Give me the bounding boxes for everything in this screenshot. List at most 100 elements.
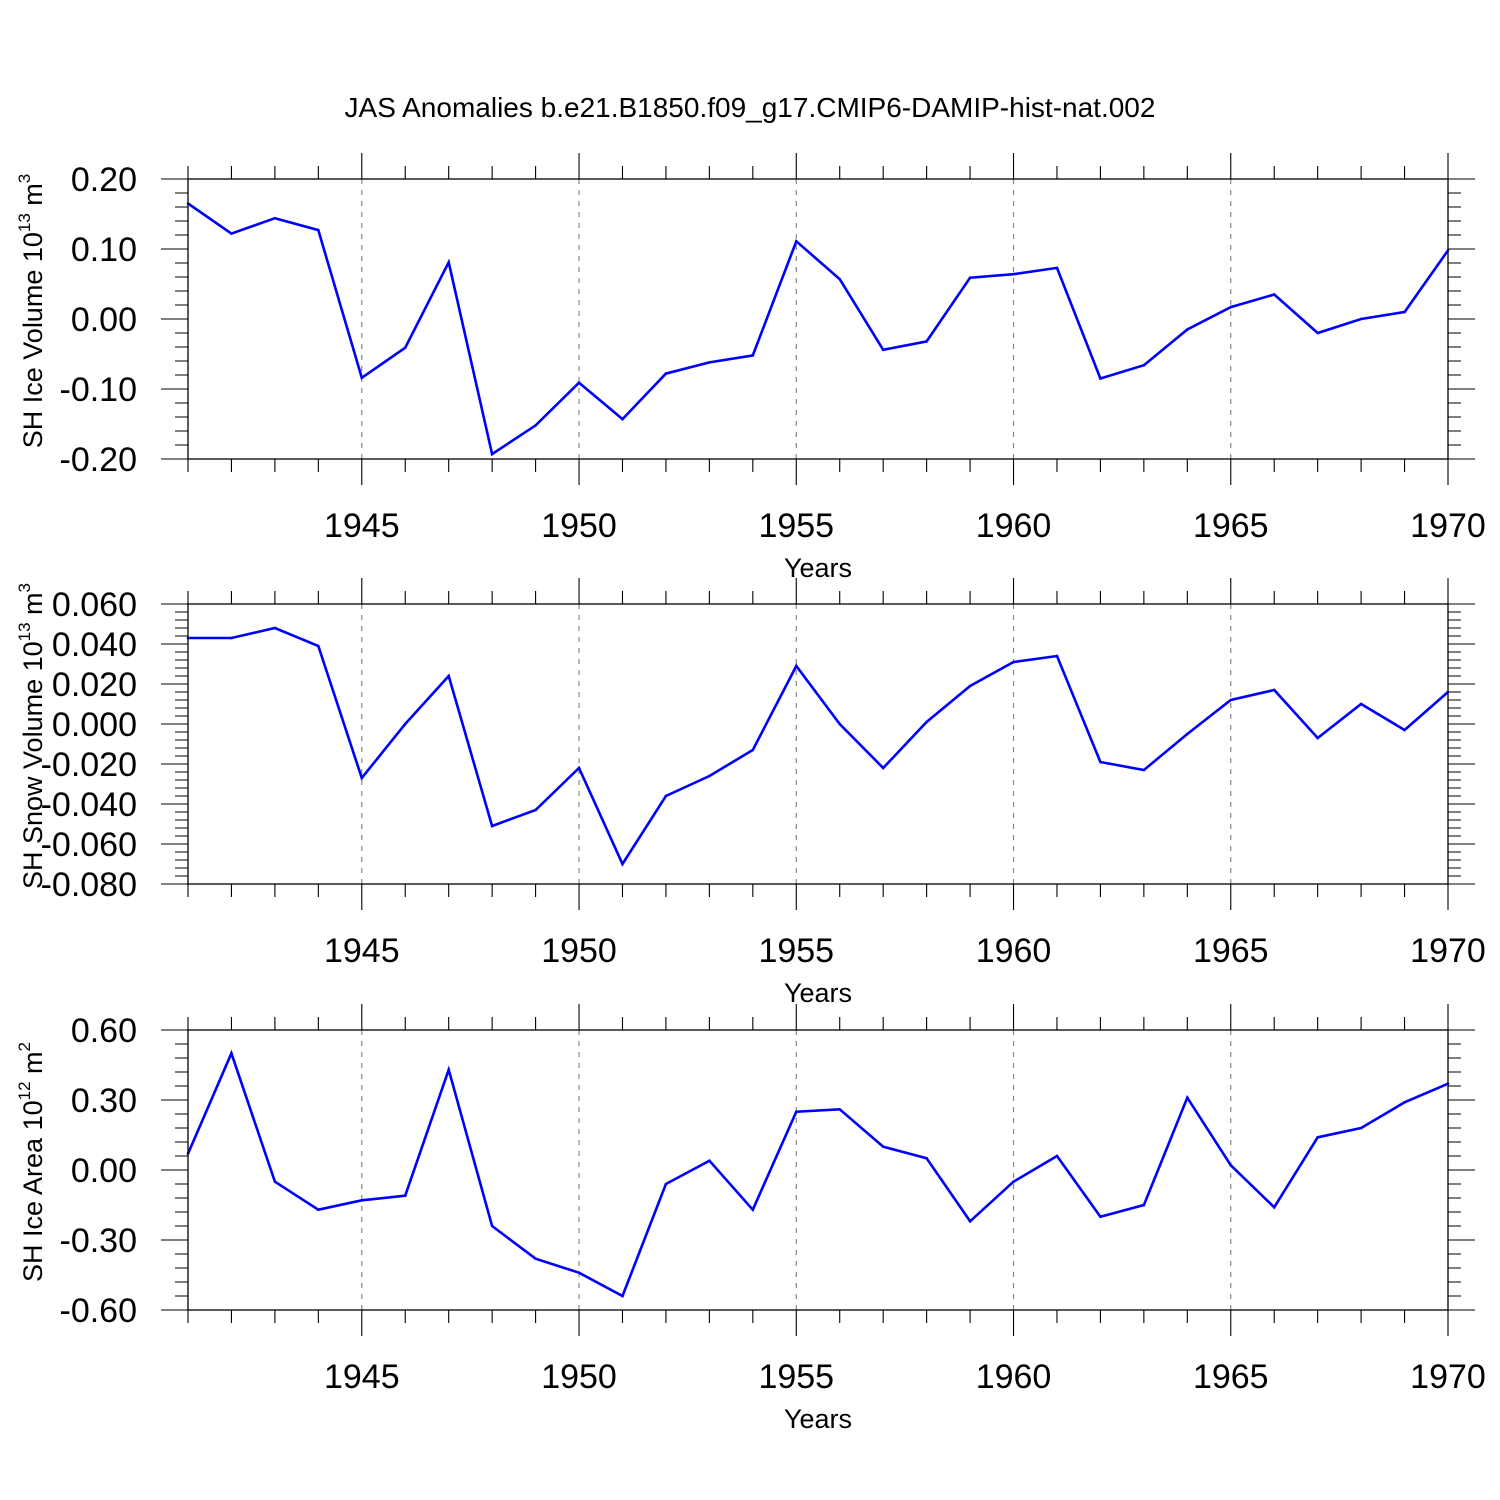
y-tick-label: 0.00 (71, 1152, 137, 1190)
data-point (273, 1180, 277, 1183)
data-point (925, 340, 928, 343)
data-point (1272, 688, 1276, 692)
x-axis-label: Years (784, 978, 852, 1008)
x-tick-label: 1945 (324, 932, 400, 970)
data-point (1142, 1203, 1146, 1207)
y-axis-label-ylabel-main: SH Ice Area 10 (18, 1100, 48, 1282)
y-tick-label: 0.20 (71, 161, 137, 199)
x-tick-label: 1970 (1410, 932, 1486, 970)
x-axis-label: Years (784, 1404, 852, 1434)
data-point (664, 794, 668, 798)
x-tick-label: 1955 (758, 932, 834, 970)
series-line (187, 202, 1450, 457)
data-point (881, 1145, 885, 1148)
y-axis-label-ylabel-unit-exp: 3 (15, 583, 34, 592)
data-point (1186, 732, 1189, 736)
data-point (708, 774, 711, 778)
chart-panel-3: 0.60 0.30 0.00 -0.30 -0.60 1945 1950 1955 1960 19… (15, 1004, 1486, 1434)
x-tick-label: 1965 (1193, 932, 1269, 970)
data-point (490, 1224, 494, 1228)
plot-frame (187, 178, 1449, 460)
data-point (1316, 1136, 1319, 1139)
data-point (621, 417, 624, 421)
data-point (447, 1068, 450, 1071)
data-point (1229, 698, 1233, 702)
data-point (838, 1108, 842, 1111)
data-point (360, 776, 364, 780)
data-point (534, 424, 537, 427)
data-point (447, 674, 450, 678)
data-point (794, 240, 798, 243)
data-point (925, 720, 928, 724)
data-point (1186, 1096, 1189, 1099)
y-tick-label: -0.040 (41, 786, 137, 824)
data-point (1099, 760, 1102, 764)
data-point (317, 1208, 320, 1211)
data-point (1012, 1180, 1015, 1183)
y-tick-label: 0.020 (52, 666, 137, 704)
x-axis-label: Years (784, 553, 852, 583)
data-point (1316, 331, 1319, 335)
y-tick-label: 0.60 (71, 1012, 137, 1050)
data-point (403, 346, 407, 350)
y-tick-label: -0.60 (60, 1292, 138, 1330)
data-point (838, 722, 842, 726)
y-tick-label: 0.000 (52, 706, 137, 744)
x-tick-label: 1970 (1410, 1358, 1486, 1396)
x-tick-label: 1945 (324, 1358, 400, 1396)
y-tick-label: -0.30 (60, 1222, 138, 1260)
series-line (188, 626, 1449, 867)
x-tick-label: 1965 (1193, 507, 1269, 545)
data-point (1403, 1101, 1406, 1104)
y-axis-label-ylabel-unit: m (18, 592, 48, 622)
y-axis-label: SH Snow Volume 1013 m3 (15, 583, 48, 889)
data-point (621, 1294, 624, 1298)
data-point (1229, 1164, 1233, 1167)
data-point (664, 1182, 668, 1186)
x-tick-label: 1950 (541, 932, 617, 970)
y-tick-label: -0.020 (41, 746, 137, 784)
y-axis-label-ylabel-main: SH Ice Volume 10 (18, 232, 48, 448)
x-tick-label: 1960 (976, 1358, 1052, 1396)
data-point (273, 216, 277, 220)
data-point (317, 228, 320, 232)
data-point (317, 644, 320, 648)
data-point (794, 1110, 798, 1113)
data-point (1403, 310, 1406, 314)
data-point (708, 361, 711, 364)
x-tick-label: 1955 (758, 507, 834, 545)
data-point (838, 277, 842, 281)
y-axis-label-ylabel-unit-exp: 2 (15, 1042, 34, 1051)
data-point (794, 664, 798, 668)
x-tick-label: 1945 (324, 507, 400, 545)
data-point (230, 1052, 233, 1055)
y-axis-label: SH Ice Area 1012 m2 (15, 1042, 48, 1282)
y-tick-label: -0.060 (41, 826, 137, 864)
data-point (1359, 317, 1363, 321)
data-point (1142, 363, 1146, 367)
data-point (925, 1157, 928, 1160)
y-axis-label-ylabel-main: SH Snow Volume 10 (18, 641, 48, 889)
plot-frame (187, 603, 1449, 885)
data-point (1229, 305, 1233, 309)
data-point (577, 766, 581, 770)
data-point (273, 626, 277, 630)
data-point (230, 636, 233, 640)
data-point (447, 261, 450, 264)
x-tick-label: 1950 (541, 507, 617, 545)
y-tick-label: 0.30 (71, 1082, 137, 1120)
data-point (1099, 377, 1102, 380)
data-point (1055, 654, 1059, 658)
y-tick-label: 0.10 (71, 231, 137, 269)
data-point (968, 1220, 972, 1223)
y-axis-label-ylabel-exp: 12 (15, 1081, 34, 1100)
data-point (1359, 1126, 1363, 1130)
y-tick-label: -0.080 (41, 866, 137, 904)
data-point (230, 232, 233, 235)
x-tick-label: 1960 (976, 507, 1052, 545)
x-tick-label: 1970 (1410, 507, 1486, 545)
data-point (751, 748, 755, 752)
y-axis-label-ylabel-unit: m (18, 1051, 48, 1081)
y-tick-label: 0.040 (52, 626, 137, 664)
y-axis-label: SH Ice Volume 1013 m3 (15, 174, 48, 449)
